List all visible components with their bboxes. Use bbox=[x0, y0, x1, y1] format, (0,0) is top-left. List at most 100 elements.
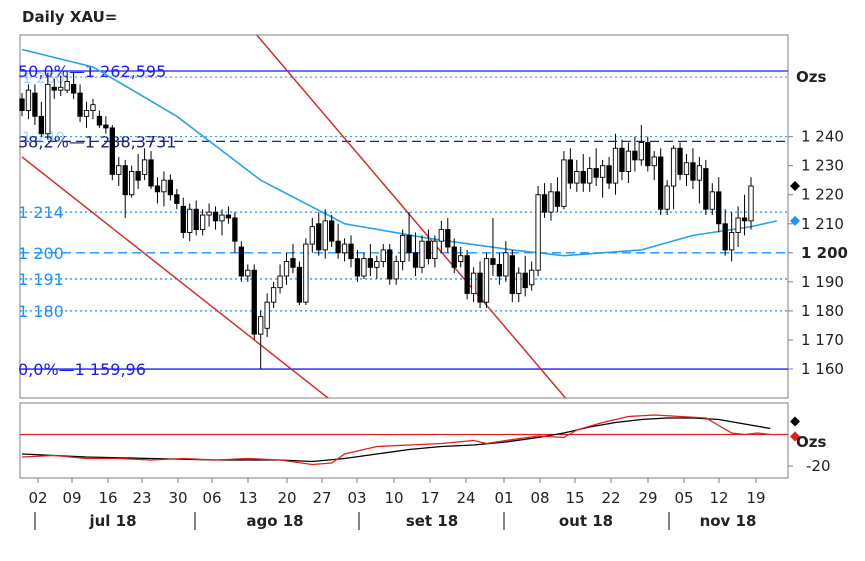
candle-up bbox=[64, 81, 70, 91]
candle-down bbox=[541, 194, 548, 213]
x-tick-label: 01 bbox=[494, 489, 513, 507]
candle-down bbox=[296, 266, 303, 303]
candle-down bbox=[193, 208, 199, 231]
x-tick-label: 02 bbox=[28, 489, 47, 507]
candle-up bbox=[270, 287, 277, 303]
candle-down bbox=[148, 159, 154, 187]
level-label: 1 180 bbox=[18, 302, 64, 321]
candle-down bbox=[167, 179, 174, 196]
trendline bbox=[21, 156, 330, 398]
x-tick-label: 12 bbox=[709, 489, 728, 507]
candle-down bbox=[509, 255, 515, 294]
candle-down bbox=[70, 83, 77, 94]
candle-down bbox=[367, 258, 374, 268]
candle-down bbox=[290, 258, 296, 268]
x-tick-label: 22 bbox=[601, 489, 620, 507]
candle-up bbox=[651, 156, 657, 167]
x-tick-label: 08 bbox=[530, 489, 549, 507]
candle-up bbox=[587, 168, 593, 184]
candle-down bbox=[716, 191, 722, 225]
candle-down bbox=[425, 240, 432, 260]
oscillator-unit-label: Ozs bbox=[796, 433, 826, 451]
x-tick-label: 06 bbox=[202, 489, 221, 507]
x-tick-label: 13 bbox=[238, 489, 257, 507]
candle-down bbox=[225, 214, 232, 219]
candle-down bbox=[96, 115, 103, 126]
candle-up bbox=[283, 261, 290, 277]
month-label: set 18 bbox=[406, 512, 458, 530]
x-tick-label: 19 bbox=[746, 489, 765, 507]
candle-up bbox=[709, 191, 715, 210]
month-label: out 18 bbox=[559, 512, 613, 530]
candle-down bbox=[154, 185, 161, 193]
candle-up bbox=[303, 243, 309, 303]
candle-up bbox=[199, 214, 206, 231]
candle-down bbox=[316, 223, 322, 251]
candle-up bbox=[141, 159, 148, 175]
candle-up bbox=[341, 243, 348, 254]
x-tick-label: 20 bbox=[277, 489, 296, 507]
candle-down bbox=[329, 220, 335, 242]
candle-up bbox=[393, 261, 399, 280]
x-tick-label: 30 bbox=[168, 489, 187, 507]
oscillator-red-line bbox=[21, 414, 771, 466]
candle-up bbox=[116, 165, 122, 175]
oscillator-black-line bbox=[21, 417, 771, 463]
candle-down bbox=[232, 217, 238, 242]
month-label: nov 18 bbox=[700, 512, 757, 530]
candle-down bbox=[32, 92, 38, 117]
candle-up bbox=[219, 214, 225, 222]
oscillator-tick-label: -20 bbox=[806, 457, 831, 475]
oscillator-panel-frame bbox=[19, 402, 789, 479]
candle-down bbox=[354, 258, 361, 277]
x-tick-label: 16 bbox=[98, 489, 117, 507]
candle-down bbox=[703, 168, 709, 210]
candle-up bbox=[245, 269, 251, 277]
candle-up bbox=[728, 232, 735, 251]
candle-down bbox=[135, 171, 141, 181]
candle-up bbox=[670, 147, 677, 187]
candle-up bbox=[529, 269, 535, 286]
candle-down bbox=[335, 240, 341, 254]
y-tick-label: 1 230 bbox=[801, 157, 844, 175]
x-tick-label: 27 bbox=[312, 489, 331, 507]
y-tick-label: 1 160 bbox=[801, 360, 844, 378]
y-tick-label: 1 170 bbox=[801, 331, 844, 349]
candle-down bbox=[19, 98, 25, 111]
x-tick-label: 17 bbox=[420, 489, 439, 507]
y-tick-label: 1 220 bbox=[801, 186, 844, 204]
candle-down bbox=[477, 272, 483, 303]
candle-down bbox=[412, 252, 419, 268]
candle-up bbox=[374, 261, 380, 268]
candle-up bbox=[45, 83, 51, 135]
candle-down bbox=[38, 115, 45, 135]
level-label: 50,0%—1 262,595 bbox=[18, 62, 166, 81]
candle-down bbox=[554, 191, 561, 207]
ma-price-marker bbox=[790, 215, 800, 226]
candle-up bbox=[258, 316, 264, 335]
candle-down bbox=[51, 86, 57, 91]
candle-down bbox=[238, 246, 244, 277]
candle-up bbox=[612, 147, 619, 184]
chart-title: Daily XAU= bbox=[22, 8, 118, 26]
x-tick-label: 29 bbox=[638, 489, 657, 507]
y-tick-label: 1 180 bbox=[801, 302, 844, 320]
candle-down bbox=[567, 159, 574, 184]
candle-down bbox=[348, 243, 354, 260]
candle-down bbox=[741, 217, 748, 222]
y-tick-label: 1 210 bbox=[801, 215, 844, 233]
candle-up bbox=[58, 86, 64, 91]
candle-up bbox=[264, 301, 270, 329]
candle-down bbox=[103, 124, 109, 129]
x-tick-label: 09 bbox=[62, 489, 81, 507]
candle-up bbox=[90, 104, 96, 111]
candle-down bbox=[251, 269, 257, 335]
candle-down bbox=[690, 162, 696, 181]
candle-down bbox=[522, 272, 528, 289]
oscillator-black-marker bbox=[790, 416, 800, 427]
candle-up bbox=[206, 211, 212, 216]
candle-down bbox=[722, 223, 728, 251]
x-tick-label: 10 bbox=[384, 489, 403, 507]
candle-up bbox=[561, 159, 567, 207]
